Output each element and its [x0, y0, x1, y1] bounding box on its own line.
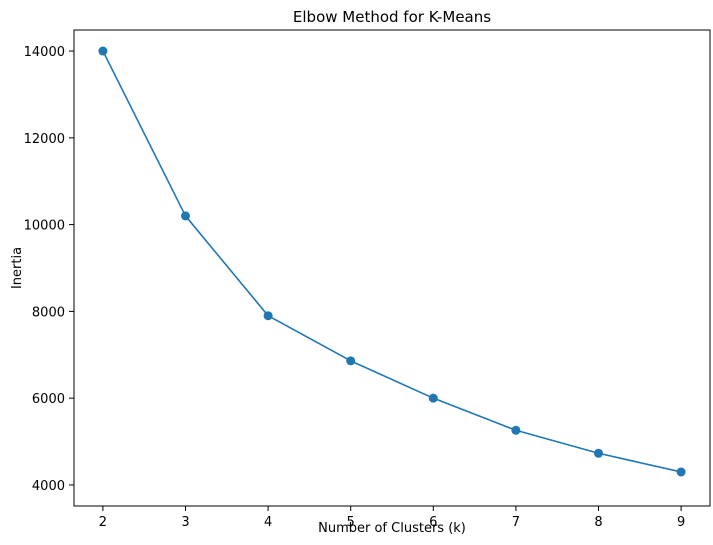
- y-tick-label: 8000: [32, 305, 65, 320]
- x-tick-label: 8: [594, 515, 602, 530]
- y-tick-label: 10000: [24, 219, 65, 234]
- x-tick-label: 9: [677, 515, 685, 530]
- y-tick-label: 12000: [24, 132, 65, 147]
- y-tick-label: 14000: [24, 45, 65, 60]
- x-tick-label: 7: [512, 515, 520, 530]
- plot-area: [73, 29, 711, 507]
- plot-frame: [73, 29, 711, 507]
- series-layer: [98, 46, 686, 477]
- y-tick-label: 4000: [32, 479, 65, 494]
- data-point: [263, 311, 273, 321]
- series-line: [102, 50, 682, 473]
- chart-title: Elbow Method for K-Means: [293, 8, 491, 26]
- y-axis-label: Inertia: [10, 247, 25, 289]
- x-tick-label: 5: [347, 515, 355, 530]
- x-axis: 2 3 4 5 6 7 8 9: [99, 506, 685, 530]
- data-point: [98, 46, 108, 56]
- data-point: [593, 448, 603, 458]
- data-point: [181, 211, 191, 221]
- data-point: [346, 356, 356, 366]
- data-point: [511, 425, 521, 435]
- data-point: [428, 393, 438, 403]
- x-tick-label: 4: [264, 515, 272, 530]
- x-axis-label: Number of Clusters (k): [318, 521, 466, 536]
- y-axis: 4000 6000 8000 10000 12000 14000: [24, 45, 74, 494]
- x-tick-label: 2: [99, 515, 107, 530]
- y-tick-label: 6000: [32, 392, 65, 407]
- x-tick-label: 6: [429, 515, 437, 530]
- data-point: [676, 467, 686, 477]
- x-tick-label: 3: [181, 515, 189, 530]
